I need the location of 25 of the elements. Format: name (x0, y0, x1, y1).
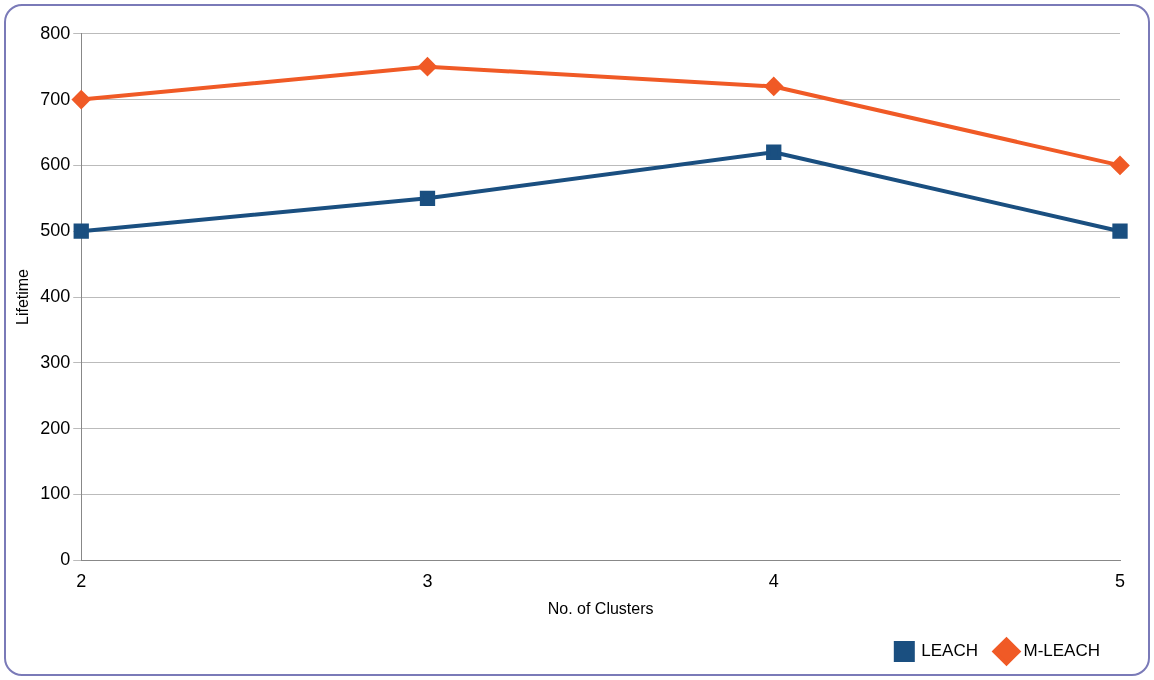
y-tick-label: 500 (40, 220, 71, 241)
x-tick-label: 2 (76, 570, 87, 591)
point (1111, 156, 1129, 175)
x-tick-label: 5 (1114, 570, 1126, 591)
legend-label: M-LEACH (1023, 641, 1101, 661)
point (419, 190, 436, 206)
legend-label: LEACH (921, 641, 978, 661)
point (766, 144, 782, 160)
y-tick-label: 700 (40, 88, 71, 109)
point (418, 57, 437, 76)
x-axis-title: No. of Clusters (547, 599, 654, 617)
y-tick-label: 400 (40, 285, 71, 306)
x-tick-label: 4 (768, 570, 779, 591)
y-tick-label: 600 (40, 154, 71, 175)
x-tick-label: 3 (422, 570, 433, 591)
y-tick-label: 800 (40, 22, 71, 43)
y-axis-title: Lifetime (14, 268, 32, 326)
point (73, 223, 89, 239)
point (764, 77, 783, 96)
point (72, 90, 91, 109)
y-tick-label: 200 (40, 417, 71, 438)
point (1112, 223, 1128, 239)
y-tick-label: 0 (60, 549, 71, 570)
y-tick-label: 100 (40, 483, 71, 504)
y-tick-label: 300 (40, 351, 71, 372)
